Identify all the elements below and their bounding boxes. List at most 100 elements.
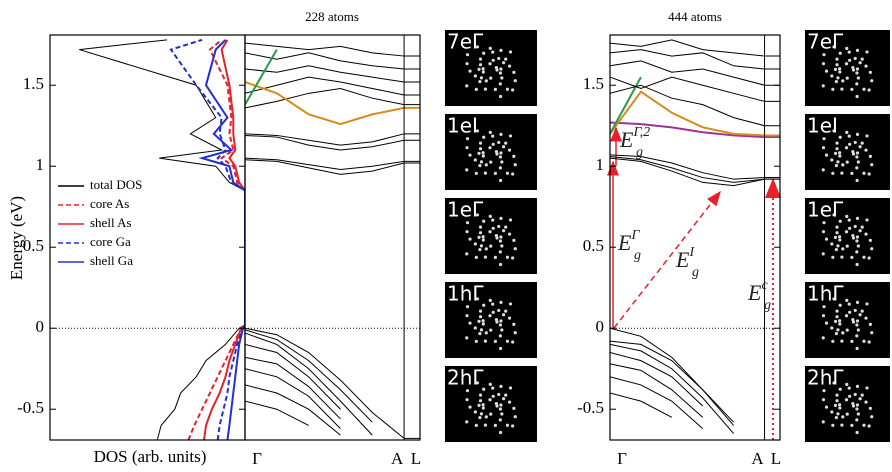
annotation-sub: g (692, 265, 699, 280)
annotation-sub: g (764, 298, 771, 313)
inset-dot (508, 134, 513, 138)
x-tick-label: A (391, 449, 404, 468)
inset-dot (822, 389, 826, 393)
inset-dot (493, 339, 497, 344)
inset-dot (478, 163, 482, 168)
inset-dot (499, 403, 503, 407)
inset-dot (481, 151, 485, 155)
inset-dot (870, 247, 874, 251)
inset-dot (856, 328, 860, 332)
inset-dot (853, 392, 857, 397)
inset-dot (855, 166, 859, 170)
inset-dot (499, 48, 503, 52)
inset-dot (465, 389, 470, 393)
inset-image: 1eI (445, 114, 537, 190)
inset-dot (498, 94, 503, 99)
inset-dot (512, 70, 516, 74)
inset-dot (479, 160, 484, 164)
inset-dot (498, 418, 502, 422)
data-line (245, 400, 309, 426)
inset-dot (838, 70, 842, 74)
data-line (169, 38, 245, 440)
inset-dot (511, 172, 515, 176)
inset-dot (865, 386, 869, 390)
inset-dot (477, 403, 481, 407)
inset-dot (835, 399, 839, 403)
inset-dot (498, 82, 502, 86)
data-line (245, 157, 420, 170)
inset-dot (870, 79, 874, 83)
inset-dot (851, 150, 855, 154)
inset-image: 1hΓ (445, 282, 537, 358)
data-line (610, 49, 780, 70)
inset-dot (831, 423, 835, 427)
inset-dot (491, 310, 495, 314)
inset-dot (850, 423, 854, 428)
x-tick-label: L (411, 449, 421, 468)
inset-image: 1eI (805, 114, 890, 190)
inset-dot (484, 163, 488, 167)
inset-dot (836, 76, 840, 80)
inset-dot (821, 420, 825, 424)
legend-label: total DOS (90, 177, 142, 192)
inset-dot (838, 238, 842, 242)
inset-dot (500, 412, 504, 416)
inset-dot (512, 154, 516, 158)
inset-label: 1eI (807, 114, 838, 138)
inset-dot (841, 163, 845, 167)
inset-dot (465, 146, 469, 150)
inset-dot (468, 153, 472, 157)
inset-dot (473, 326, 477, 330)
inset-dot (831, 339, 835, 343)
inset-dot (835, 309, 839, 313)
inset-dot (867, 340, 871, 344)
inset-dot (838, 406, 842, 410)
inset-dot (835, 315, 839, 319)
inset-dot (481, 406, 485, 410)
inset-dot (511, 424, 515, 428)
inset-dot (862, 423, 866, 427)
inset-dot (508, 386, 513, 390)
inset-dot (491, 142, 495, 146)
inset-dot (833, 319, 838, 323)
inset-dot (868, 238, 872, 242)
inset-dot (465, 420, 469, 424)
inset-dot (835, 141, 839, 145)
inset-dot (508, 50, 513, 54)
inset-dot (465, 62, 469, 66)
inset-dot (479, 328, 484, 332)
data-line (610, 157, 780, 187)
annotation-base: E (617, 230, 632, 255)
inset-dot (847, 302, 851, 306)
inset-dot (840, 171, 844, 175)
inset-dot (832, 381, 836, 385)
inset-dot (822, 53, 826, 57)
inset-dot (488, 130, 492, 135)
inset-label: 2hΓ (807, 366, 844, 390)
inset-dot (864, 400, 868, 404)
inset-dot (477, 319, 481, 323)
inset-dot (498, 166, 502, 170)
annotation-sup: Γ,2 (632, 125, 650, 140)
inset-dot (844, 230, 849, 234)
inset-dot (821, 84, 825, 88)
inset-dot (489, 412, 493, 416)
inset-dot (499, 384, 503, 388)
inset-dot (858, 61, 862, 65)
data-line (610, 363, 704, 418)
data-line (245, 49, 278, 106)
inset-dot (481, 403, 485, 407)
inset-dot (870, 415, 874, 419)
inset-dot (499, 216, 503, 220)
inset-dot (488, 230, 492, 234)
inset-dot (465, 305, 470, 309)
inset-dot (499, 132, 503, 136)
inset-dot (822, 305, 826, 309)
inset-dot (840, 87, 844, 91)
inset-dot (488, 46, 492, 51)
inset-dot (856, 76, 860, 80)
inset-dot (504, 141, 508, 145)
inset-dot (502, 61, 506, 65)
inset-dot (481, 67, 485, 71)
inset-dot (499, 300, 503, 304)
